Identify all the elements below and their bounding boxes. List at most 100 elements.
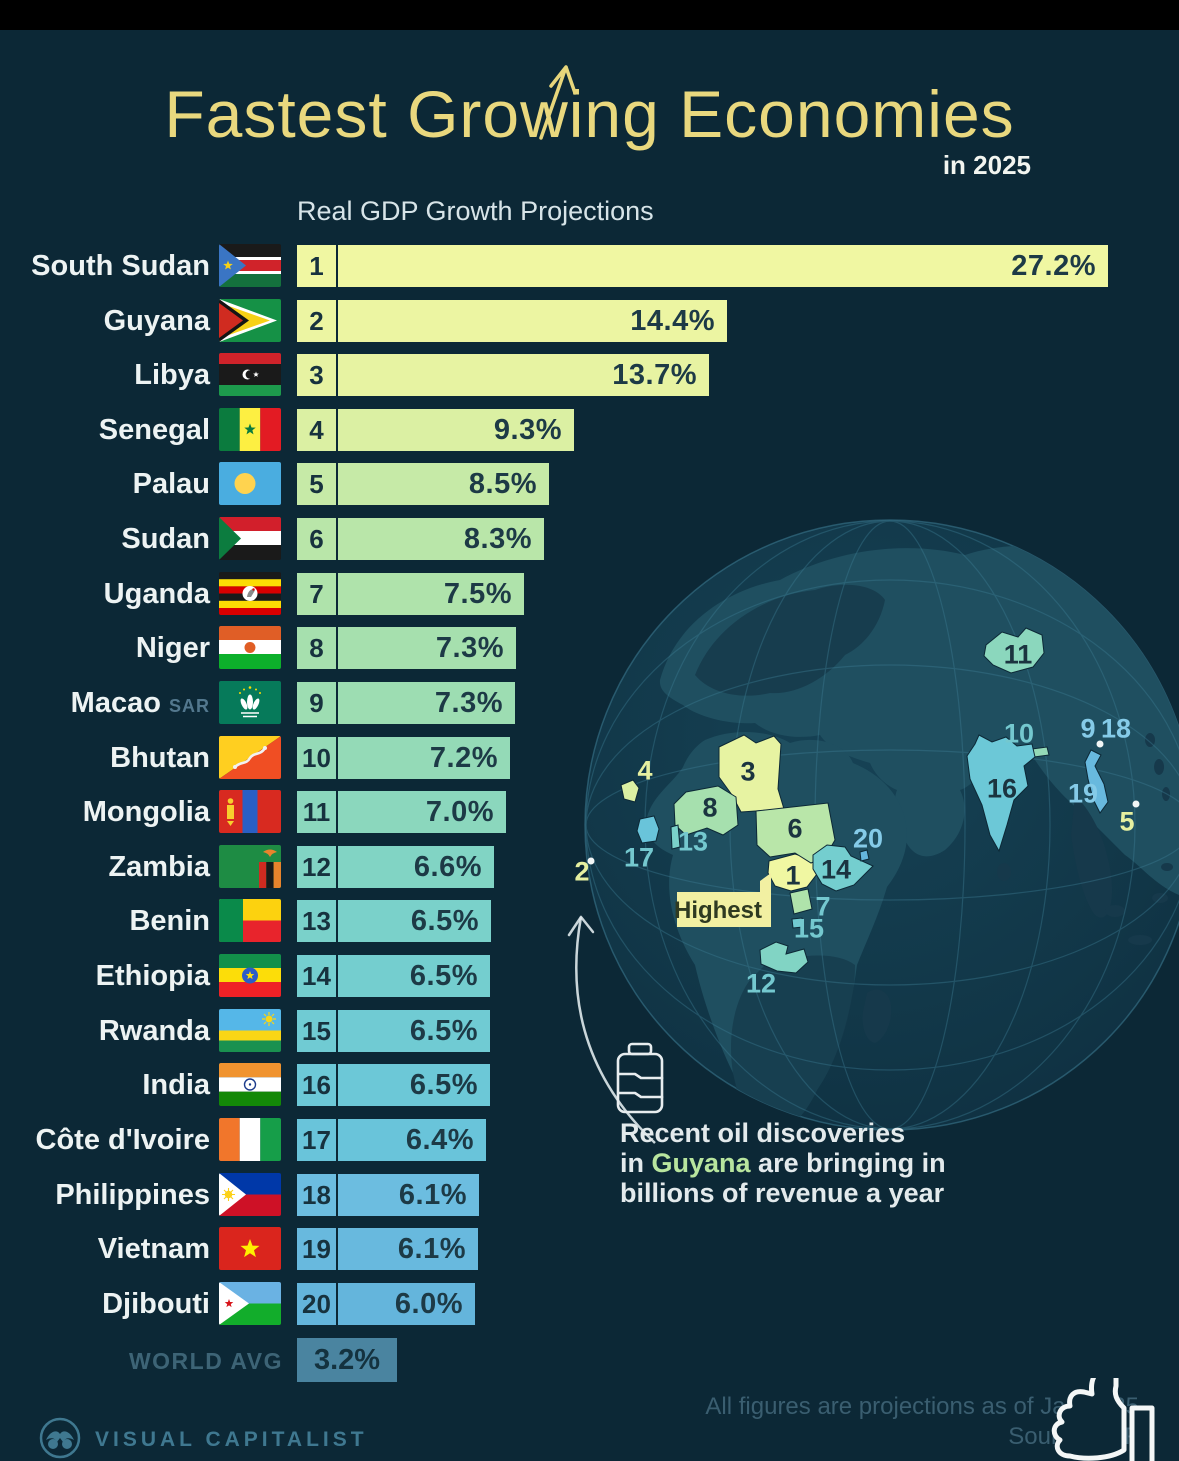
gdp-value: 7.0% (425, 796, 494, 829)
zambia-flag-icon (219, 844, 281, 888)
rank-box: 8 (297, 627, 336, 670)
senegal-flag-icon (219, 407, 281, 451)
visual-capitalist-logo-icon (39, 1417, 81, 1459)
map-marker-9: 9 (1080, 713, 1096, 744)
map-location-dot (1132, 800, 1140, 808)
rank-box: 17 (297, 1118, 336, 1161)
country-label: Sudan (121, 523, 210, 556)
country-label: Libya (134, 359, 210, 392)
rank-box: 1 (297, 245, 336, 287)
country-shape-rank-3 (718, 734, 785, 813)
gdp-bar: 7.5% (338, 572, 524, 615)
annotation-highlight: Guyana (651, 1148, 751, 1178)
country-label-suffix: SAR (168, 695, 210, 716)
djibouti-flag-icon (219, 1281, 281, 1325)
ethiopia-flag-icon (219, 954, 281, 998)
gdp-bar: 13.7% (338, 354, 709, 397)
top-black-bar (0, 0, 1179, 30)
gdp-bar: 7.0% (338, 791, 506, 834)
niger-flag-icon (219, 626, 281, 670)
country-shape-rank-8 (673, 785, 739, 836)
map-marker-3: 3 (740, 756, 756, 787)
country-shape-rank-17 (636, 815, 660, 844)
map-marker-11: 11 (1003, 639, 1033, 670)
gdp-bar: 6.5% (338, 900, 491, 943)
rank-box: 16 (297, 1064, 336, 1107)
map-marker-5: 5 (1119, 806, 1135, 837)
rank-box: 2 (297, 299, 336, 342)
country-label: India (142, 1069, 210, 1102)
palau-flag-icon (219, 462, 281, 506)
world-avg-bar: 3.2% (297, 1338, 397, 1382)
map-marker-2: 2 (574, 856, 590, 887)
country-label: Ethiopia (95, 960, 210, 993)
gdp-value: 6.5% (409, 1069, 478, 1102)
continents (646, 545, 1179, 1130)
year-label: in 2025 (942, 150, 1031, 180)
gdp-value: 7.3% (435, 632, 504, 665)
rank-box: 9 (297, 681, 336, 724)
map-marker-10: 10 (1003, 718, 1035, 749)
country-shape-rank-7 (789, 888, 813, 915)
country-shape-rank-16 (966, 734, 1036, 853)
country-shape-rank-6 (755, 802, 836, 864)
map-marker-17: 17 (623, 842, 655, 873)
map-marker-8: 8 (702, 792, 718, 823)
thumbs-up-icon (1051, 1378, 1155, 1461)
gdp-bar: 6.0% (338, 1282, 475, 1325)
chart-subtitle: Real GDP Growth Projections (297, 196, 654, 226)
country-label: Niger (135, 632, 210, 665)
libya-flag-icon (219, 353, 281, 397)
annotation-line2: in Guyana are bringing in (620, 1148, 946, 1178)
page-title: Fastest Growing Economies (164, 77, 1015, 151)
rank-box: 18 (297, 1173, 336, 1216)
country-label: Côte d'Ivoire (35, 1123, 210, 1156)
cote-divoire-flag-icon (219, 1117, 281, 1161)
map-marker-12: 12 (745, 968, 777, 999)
globe-svg: Highest (567, 519, 1179, 1144)
gdp-bar: 7.3% (338, 627, 516, 670)
rank-box: 14 (297, 955, 336, 998)
gdp-value: 14.4% (630, 304, 715, 337)
gdp-bar: 7.2% (338, 736, 510, 779)
world-avg-value: 3.2% (313, 1344, 381, 1376)
brand-name: VISUAL CAPITALIST (95, 1428, 368, 1451)
gdp-bar: 6.1% (338, 1173, 479, 1216)
country-label: South Sudan (31, 250, 210, 282)
gdp-bar: 27.2% (338, 245, 1108, 287)
gdp-bar: 6.5% (338, 1064, 490, 1107)
benin-flag-icon (219, 899, 281, 943)
map-marker-15: 15 (793, 913, 825, 944)
country-label: Rwanda (98, 1014, 210, 1047)
gdp-value: 6.1% (398, 1178, 467, 1211)
gdp-value: 6.5% (410, 905, 479, 938)
gdp-value: 8.5% (468, 468, 537, 501)
country-shape-rank-15 (791, 917, 804, 929)
world-avg-label: WORLD AVG (128, 1348, 283, 1374)
gdp-value: 7.2% (429, 741, 498, 774)
gdp-bar: 6.4% (338, 1118, 486, 1161)
annotation-text: Recent oil discoveries in Guyana are bri… (620, 1118, 980, 1208)
country-shape-rank-14 (812, 844, 874, 892)
macao-flag-icon (219, 680, 281, 724)
vietnam-flag-icon (219, 1227, 281, 1271)
uganda-flag-icon (219, 571, 281, 615)
rwanda-flag-icon (219, 1008, 281, 1052)
gdp-bar: 8.5% (338, 463, 549, 506)
gdp-bar: 6.5% (338, 955, 490, 998)
rank-box: 20 (297, 1282, 336, 1325)
philippines-flag-icon (219, 1172, 281, 1216)
gdp-value: 13.7% (612, 359, 697, 392)
highest-callout: Highest (674, 873, 771, 927)
gdp-value: 6.1% (397, 1233, 466, 1266)
rank-box: 12 (297, 845, 336, 888)
rank-box: 10 (297, 736, 336, 779)
map-marker-14: 14 (820, 854, 852, 885)
annotation-line3: billions of revenue a year (620, 1178, 945, 1208)
map-marker-13: 13 (677, 826, 709, 857)
gdp-value: 6.5% (409, 960, 478, 993)
gdp-value: 7.3% (434, 686, 503, 719)
country-label: Macao SAR (70, 686, 210, 719)
